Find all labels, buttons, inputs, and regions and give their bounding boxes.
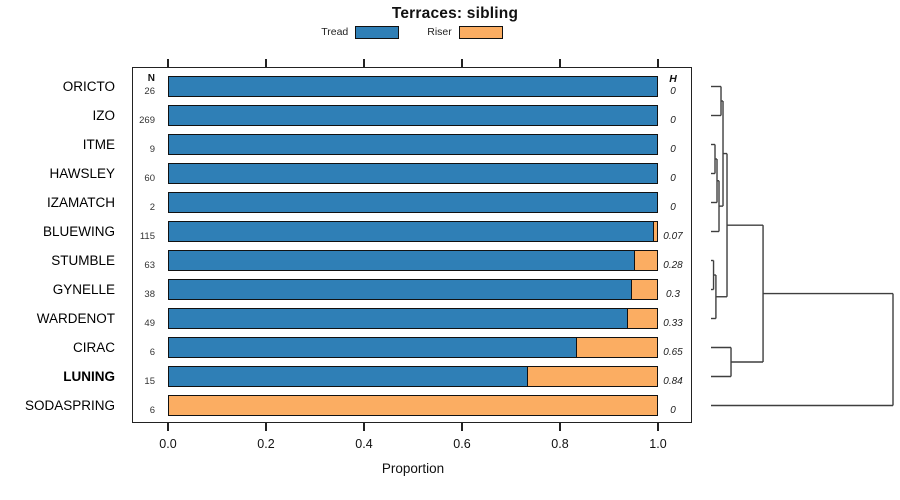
axis-tick — [167, 59, 169, 67]
row-label-oricto: ORICTO — [62, 78, 115, 94]
n-value: 60 — [144, 172, 155, 184]
plot-frame — [132, 67, 692, 423]
axis-tick — [657, 423, 659, 431]
x-axis-label: Proportion — [381, 461, 445, 476]
axis-tick-label: 1.0 — [649, 437, 667, 451]
legend-swatch-riser — [458, 25, 503, 39]
n-value: 115 — [139, 230, 155, 242]
n-value: 9 — [149, 143, 155, 155]
stacked-bar-oricto — [168, 76, 658, 97]
n-value: 269 — [139, 114, 155, 126]
bar-segment-riser — [652, 222, 657, 241]
axis-tick — [559, 59, 561, 67]
chart-title: Terraces: sibling — [391, 5, 519, 22]
stacked-bar-wardenot — [168, 308, 658, 329]
axis-tick — [461, 59, 463, 67]
axis-tick — [265, 59, 267, 67]
row-label-luning: LUNING — [63, 368, 115, 384]
row-label-wardenot: WARDENOT — [36, 310, 115, 326]
bar-segment-tread — [169, 309, 628, 328]
stacked-bar-luning — [168, 366, 658, 387]
legend-swatch-tread — [355, 25, 400, 39]
axis-tick — [657, 59, 659, 67]
stacked-bar-itme — [168, 134, 658, 155]
axis-tick — [363, 423, 365, 431]
bar-segment-tread — [169, 106, 657, 125]
row-label-itme: ITME — [82, 136, 115, 152]
n-column-header: N — [147, 72, 155, 84]
legend-label-tread: Tread — [321, 26, 349, 38]
n-value: 49 — [144, 317, 155, 329]
bar-segment-tread — [169, 251, 634, 270]
row-label-izamatch: IZAMATCH — [47, 194, 115, 210]
bar-segment-riser — [633, 251, 657, 270]
h-value: 0 — [670, 143, 676, 155]
h-value: 0.65 — [663, 346, 683, 358]
bar-segment-riser — [575, 338, 657, 357]
bar-segment-tread — [169, 77, 657, 96]
stacked-bar-bluewing — [168, 221, 658, 242]
bar-segment-tread — [169, 164, 657, 183]
axis-tick — [265, 423, 267, 431]
bar-segment-tread — [169, 135, 657, 154]
legend-label-riser: Riser — [427, 26, 452, 38]
row-label-stumble: STUMBLE — [51, 252, 115, 268]
h-value: 0 — [670, 201, 676, 213]
axis-tick-label: 0.0 — [159, 437, 177, 451]
h-value: 0 — [670, 404, 676, 416]
row-label-izo: IZO — [92, 107, 116, 123]
row-label-hawsley: HAWSLEY — [49, 165, 115, 181]
bar-segment-riser — [526, 367, 657, 386]
n-value: 15 — [144, 375, 155, 387]
axis-tick-label: 0.8 — [551, 437, 569, 451]
bar-segment-tread — [169, 222, 653, 241]
axis-tick — [167, 423, 169, 431]
axis-tick — [363, 59, 365, 67]
h-value: 0.07 — [663, 230, 683, 242]
axis-tick-label: 0.2 — [257, 437, 275, 451]
legend-item-riser: Riser — [427, 25, 503, 39]
axis-tick — [559, 423, 561, 431]
row-label-sodaspring: SODASPRING — [24, 397, 115, 413]
row-label-bluewing: BLUEWING — [42, 223, 115, 239]
n-value: 26 — [144, 85, 155, 97]
n-value: 63 — [144, 259, 155, 271]
h-value: 0.28 — [663, 259, 683, 271]
axis-tick-label: 0.6 — [453, 437, 471, 451]
h-value: 0 — [670, 114, 676, 126]
row-label-cirac: CIRAC — [72, 339, 115, 355]
bar-segment-tread — [169, 338, 576, 357]
n-value: 38 — [144, 288, 155, 300]
h-value: 0 — [670, 172, 676, 184]
stacked-bar-stumble — [168, 250, 658, 271]
stacked-bar-izo — [168, 105, 658, 126]
h-value: 0.84 — [663, 375, 683, 387]
h-value: 0.3 — [666, 288, 680, 300]
stacked-bar-sodaspring — [168, 395, 658, 416]
stacked-bar-hawsley — [168, 163, 658, 184]
stacked-bar-izamatch — [168, 192, 658, 213]
stacked-bar-cirac — [168, 337, 658, 358]
legend-item-tread: Tread — [321, 25, 400, 39]
bar-segment-tread — [169, 193, 657, 212]
h-value: 0.33 — [663, 317, 683, 329]
bar-segment-riser — [169, 396, 657, 415]
h-column-header: H — [669, 72, 677, 85]
axis-tick-label: 0.4 — [355, 437, 373, 451]
row-label-gynelle: GYNELLE — [52, 281, 115, 297]
n-value: 6 — [149, 346, 155, 358]
stacked-bar-gynelle — [168, 279, 658, 300]
bar-segment-tread — [169, 280, 632, 299]
n-value: 6 — [149, 404, 155, 416]
legend: Tread Riser — [0, 24, 824, 40]
bar-segment-tread — [169, 367, 527, 386]
bar-segment-riser — [631, 280, 657, 299]
h-value: 0 — [670, 85, 676, 97]
bar-segment-riser — [627, 309, 657, 328]
axis-tick — [461, 423, 463, 431]
n-value: 2 — [149, 201, 155, 213]
